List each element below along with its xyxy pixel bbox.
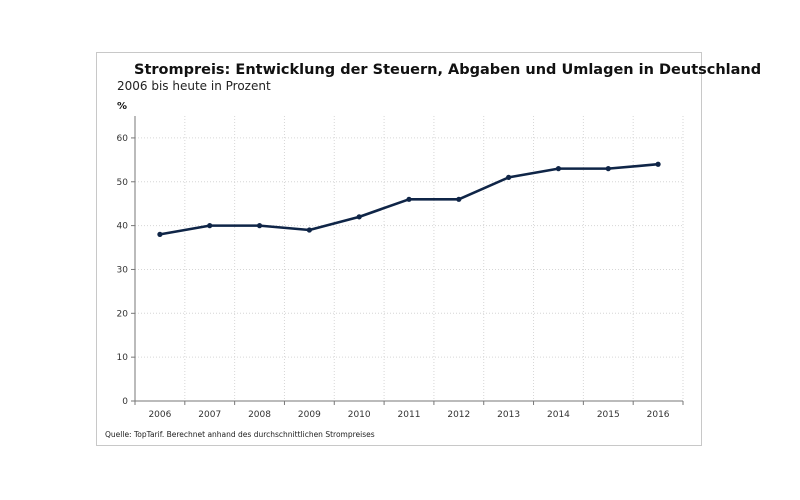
chart-subtitle: 2006 bis heute in Prozent (117, 79, 271, 93)
y-tick-label: 10 (117, 353, 129, 363)
x-tick-label: 2006 (148, 410, 171, 420)
x-tick-label: 2016 (647, 410, 670, 420)
x-tick-label: 2009 (298, 410, 321, 420)
data-point (306, 227, 312, 233)
data-point (605, 166, 611, 172)
data-point (655, 161, 661, 167)
y-tick-label: 20 (117, 309, 129, 319)
source-note: Quelle: TopTarif. Berechnet anhand des d… (105, 430, 375, 439)
x-tick-label: 2015 (597, 410, 620, 420)
x-tick-label: 2011 (398, 410, 421, 420)
data-point (207, 223, 213, 229)
y-tick-label: 30 (117, 265, 129, 275)
y-tick-label: 60 (117, 134, 129, 144)
data-point (256, 223, 263, 229)
data-point (506, 174, 512, 180)
x-tick-label: 2013 (497, 410, 520, 420)
y-axis-label: % (117, 101, 128, 112)
data-point (406, 196, 412, 202)
data-point (157, 231, 163, 237)
x-tick-label: 2012 (447, 410, 470, 420)
y-tick-label: 0 (122, 397, 128, 407)
x-tick-label: 2007 (198, 410, 221, 420)
y-tick-label: 50 (117, 178, 129, 188)
data-point (356, 214, 362, 220)
data-point (456, 196, 462, 202)
x-tick-label: 2010 (348, 410, 371, 420)
y-tick-label: 40 (117, 222, 129, 232)
chart-title: Strompreis: Entwicklung der Steuern, Abg… (134, 62, 762, 78)
data-point (555, 166, 562, 172)
chart-frame (96, 52, 702, 446)
x-tick-label: 2008 (248, 410, 271, 420)
x-tick-label: 2014 (547, 410, 570, 420)
